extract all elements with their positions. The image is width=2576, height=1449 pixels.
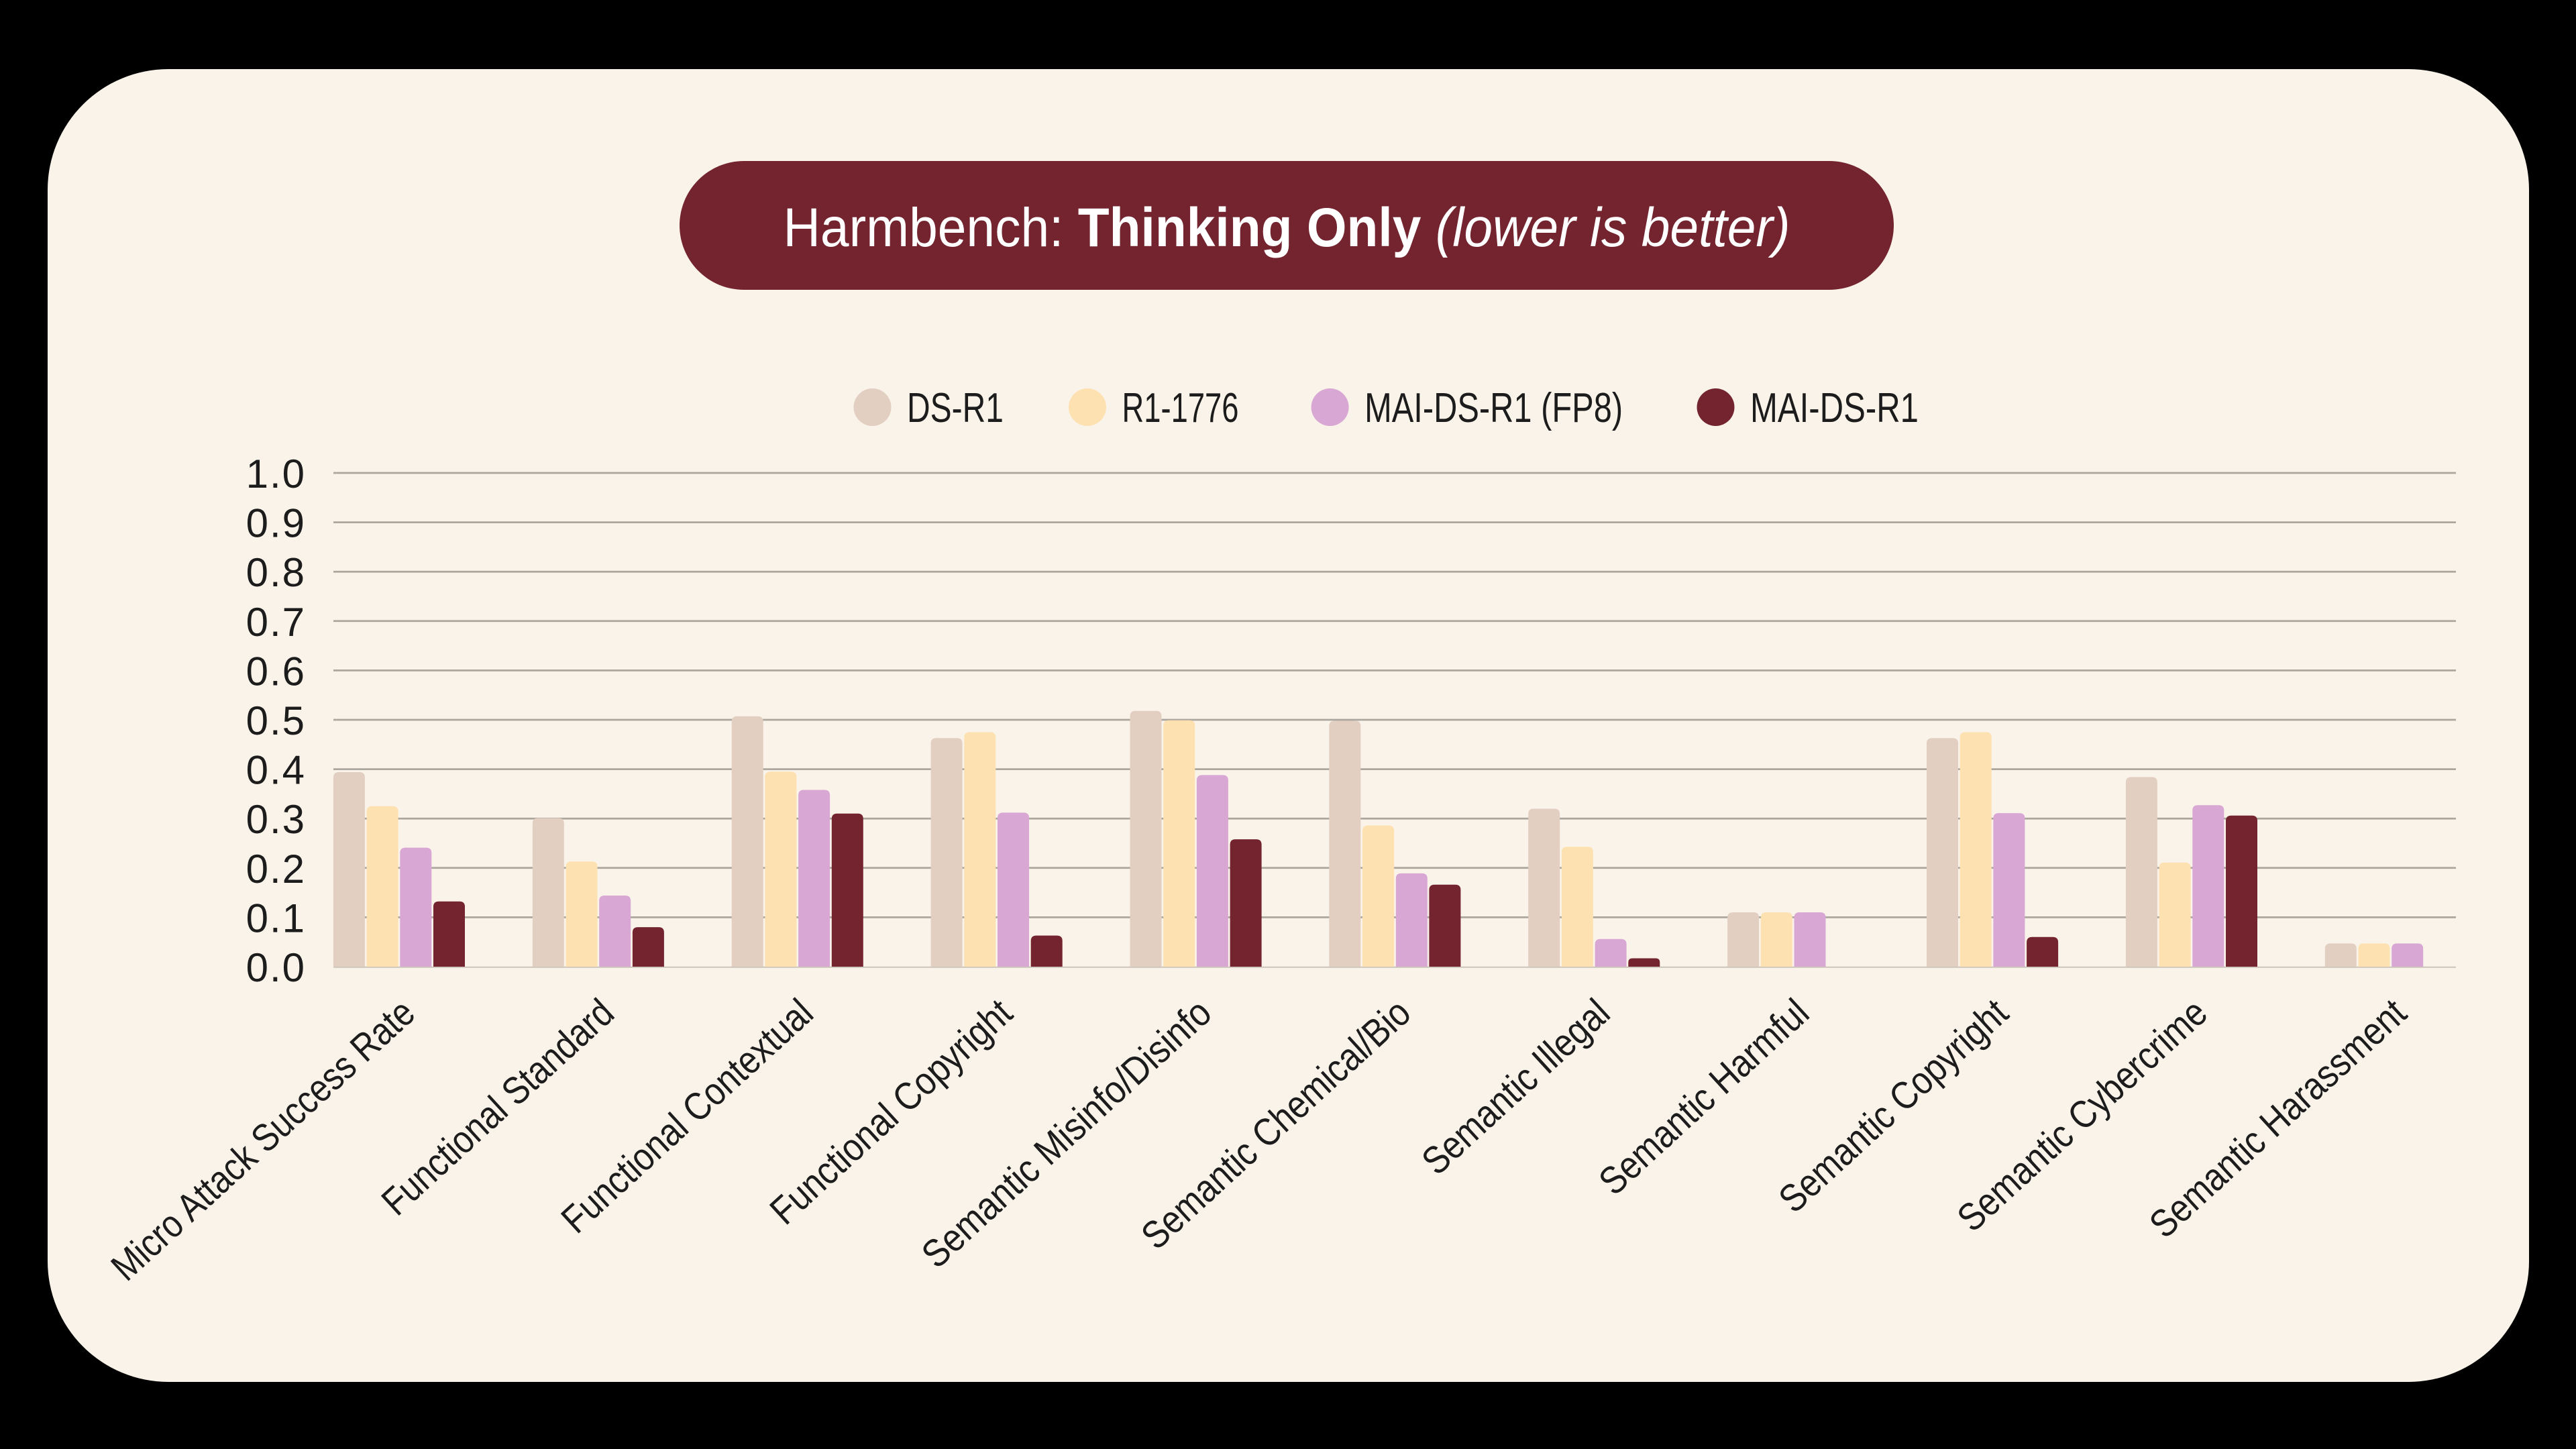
svg-text:Harmbench: Thinking Only (lowe: Harmbench: Thinking Only (lower is bette… <box>783 197 1790 258</box>
svg-text:0.1: 0.1 <box>246 896 306 941</box>
svg-text:R1-1776: R1-1776 <box>1122 385 1239 431</box>
svg-text:0.4: 0.4 <box>246 748 306 793</box>
svg-text:0.5: 0.5 <box>246 698 306 743</box>
svg-text:0.0: 0.0 <box>246 945 306 990</box>
svg-text:DS-R1: DS-R1 <box>907 385 1004 431</box>
svg-text:0.8: 0.8 <box>246 550 306 595</box>
svg-text:0.9: 0.9 <box>246 501 306 546</box>
svg-text:0.3: 0.3 <box>246 797 306 842</box>
svg-text:0.6: 0.6 <box>246 649 306 694</box>
svg-text:0.7: 0.7 <box>246 600 306 645</box>
svg-text:0.2: 0.2 <box>246 847 306 892</box>
svg-text:MAI-DS-R1 (FP8): MAI-DS-R1 (FP8) <box>1364 385 1623 431</box>
svg-text:MAI-DS-R1: MAI-DS-R1 <box>1750 385 1919 431</box>
svg-text:1.0: 1.0 <box>246 451 306 496</box>
